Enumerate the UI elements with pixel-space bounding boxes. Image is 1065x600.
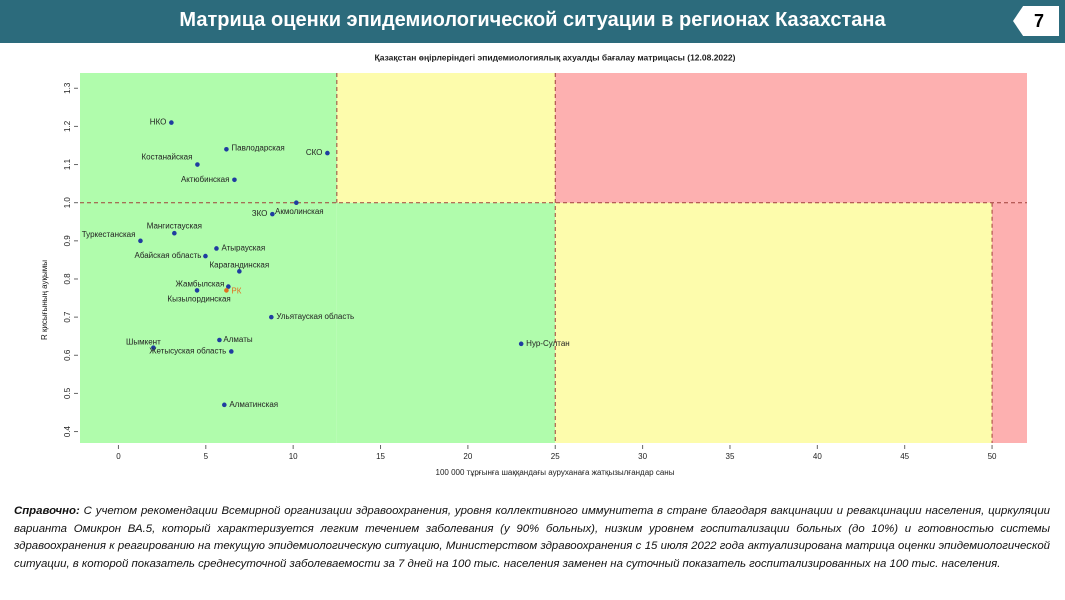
- y-tick-label: 0.8: [63, 273, 72, 285]
- page-number: 7: [1013, 6, 1059, 36]
- zone-green: [80, 73, 337, 443]
- point-label: Мангистауская: [147, 221, 202, 230]
- point: [232, 177, 237, 183]
- x-tick-label: 50: [988, 452, 997, 461]
- x-tick-label: 20: [463, 452, 472, 461]
- point: [325, 150, 330, 156]
- x-tick-label: 0: [116, 452, 121, 461]
- point: [222, 402, 227, 408]
- y-tick-label: 1.2: [63, 120, 72, 132]
- point: [269, 314, 274, 320]
- x-tick-label: 5: [204, 452, 209, 461]
- point-label: ЗКО: [252, 209, 268, 218]
- point: [224, 146, 229, 152]
- point: [194, 288, 200, 293]
- point-label: Костанайская: [141, 153, 192, 162]
- point-label: Карагандинская: [210, 260, 270, 269]
- point-label: Абайская область: [134, 251, 201, 260]
- x-axis-label: 100 000 тұрғынға шаққандағы ауруханаға ж…: [436, 468, 675, 477]
- y-tick-label: 0.5: [63, 387, 72, 399]
- point-label: Алматы: [223, 335, 252, 344]
- point-label: Алматинская: [229, 400, 278, 409]
- footnote-lead: Справочно:: [14, 505, 80, 517]
- x-tick-label: 15: [376, 452, 385, 461]
- point: [229, 349, 234, 354]
- point-label: Атырауская: [221, 244, 265, 253]
- point: [169, 120, 174, 125]
- point: [195, 162, 200, 167]
- point-label: НКО: [150, 118, 167, 127]
- zone-yellow: [555, 202, 993, 443]
- header-bar: Матрица оценки эпидемиологической ситуац…: [0, 0, 1065, 43]
- y-tick-label: 0.4: [63, 425, 72, 437]
- x-tick-label: 25: [551, 452, 560, 461]
- point-label: Актюбинская: [181, 175, 230, 184]
- y-tick-label: 1.0: [63, 197, 72, 209]
- point: [518, 341, 524, 347]
- point-label: Акмолинская: [275, 207, 324, 216]
- point: [224, 288, 229, 293]
- point-label: Ульятауская область: [276, 312, 354, 321]
- point: [203, 253, 208, 259]
- footnote-text: С учетом рекомендации Всемирной организа…: [14, 505, 1050, 570]
- point: [226, 284, 231, 289]
- chart-title: Қазақстан өңірлеріндегі эпидемиологиялық…: [375, 52, 736, 62]
- point-label: Шымкент: [126, 338, 161, 347]
- point: [237, 269, 242, 274]
- y-tick-label: 1.3: [63, 82, 72, 94]
- point-label: Нур-Султан: [526, 339, 570, 348]
- point: [172, 230, 177, 236]
- footnote: Справочно: С учетом рекомендации Всемирн…: [14, 503, 1050, 573]
- zone-yellow: [336, 73, 556, 203]
- x-tick-label: 10: [289, 452, 298, 461]
- point-label: Туркестанская: [82, 230, 136, 239]
- point-label: Жетысуская область: [149, 347, 226, 356]
- zone-green: [336, 202, 556, 443]
- x-tick-label: 45: [900, 452, 909, 461]
- x-tick-label: 35: [726, 452, 735, 461]
- zone-red: [555, 73, 1027, 203]
- slide-title: Матрица оценки эпидемиологической ситуац…: [179, 9, 886, 31]
- y-tick-label: 0.7: [63, 311, 72, 323]
- x-tick-label: 30: [638, 452, 647, 461]
- y-tick-label: 0.6: [63, 349, 72, 361]
- point: [270, 211, 275, 217]
- point: [217, 337, 222, 343]
- point: [214, 246, 219, 251]
- y-tick-label: 1.1: [63, 158, 72, 170]
- zone-red: [992, 202, 1027, 443]
- point: [151, 345, 156, 350]
- point-label: Павлодарская: [231, 143, 284, 152]
- chart: Қазақстан өңірлеріндегі эпидемиологиялық…: [40, 52, 1027, 477]
- x-tick-label: 40: [813, 452, 822, 461]
- point-label: СКО: [306, 148, 323, 157]
- y-tick-label: 0.9: [63, 235, 72, 247]
- point-label: Жамбылская: [176, 280, 225, 289]
- point: [138, 238, 143, 244]
- y-axis-label: R қисығының ауқымы: [40, 260, 49, 340]
- point: [294, 200, 299, 205]
- point-label: РК: [231, 287, 241, 296]
- point-label: Кызылординская: [167, 295, 230, 304]
